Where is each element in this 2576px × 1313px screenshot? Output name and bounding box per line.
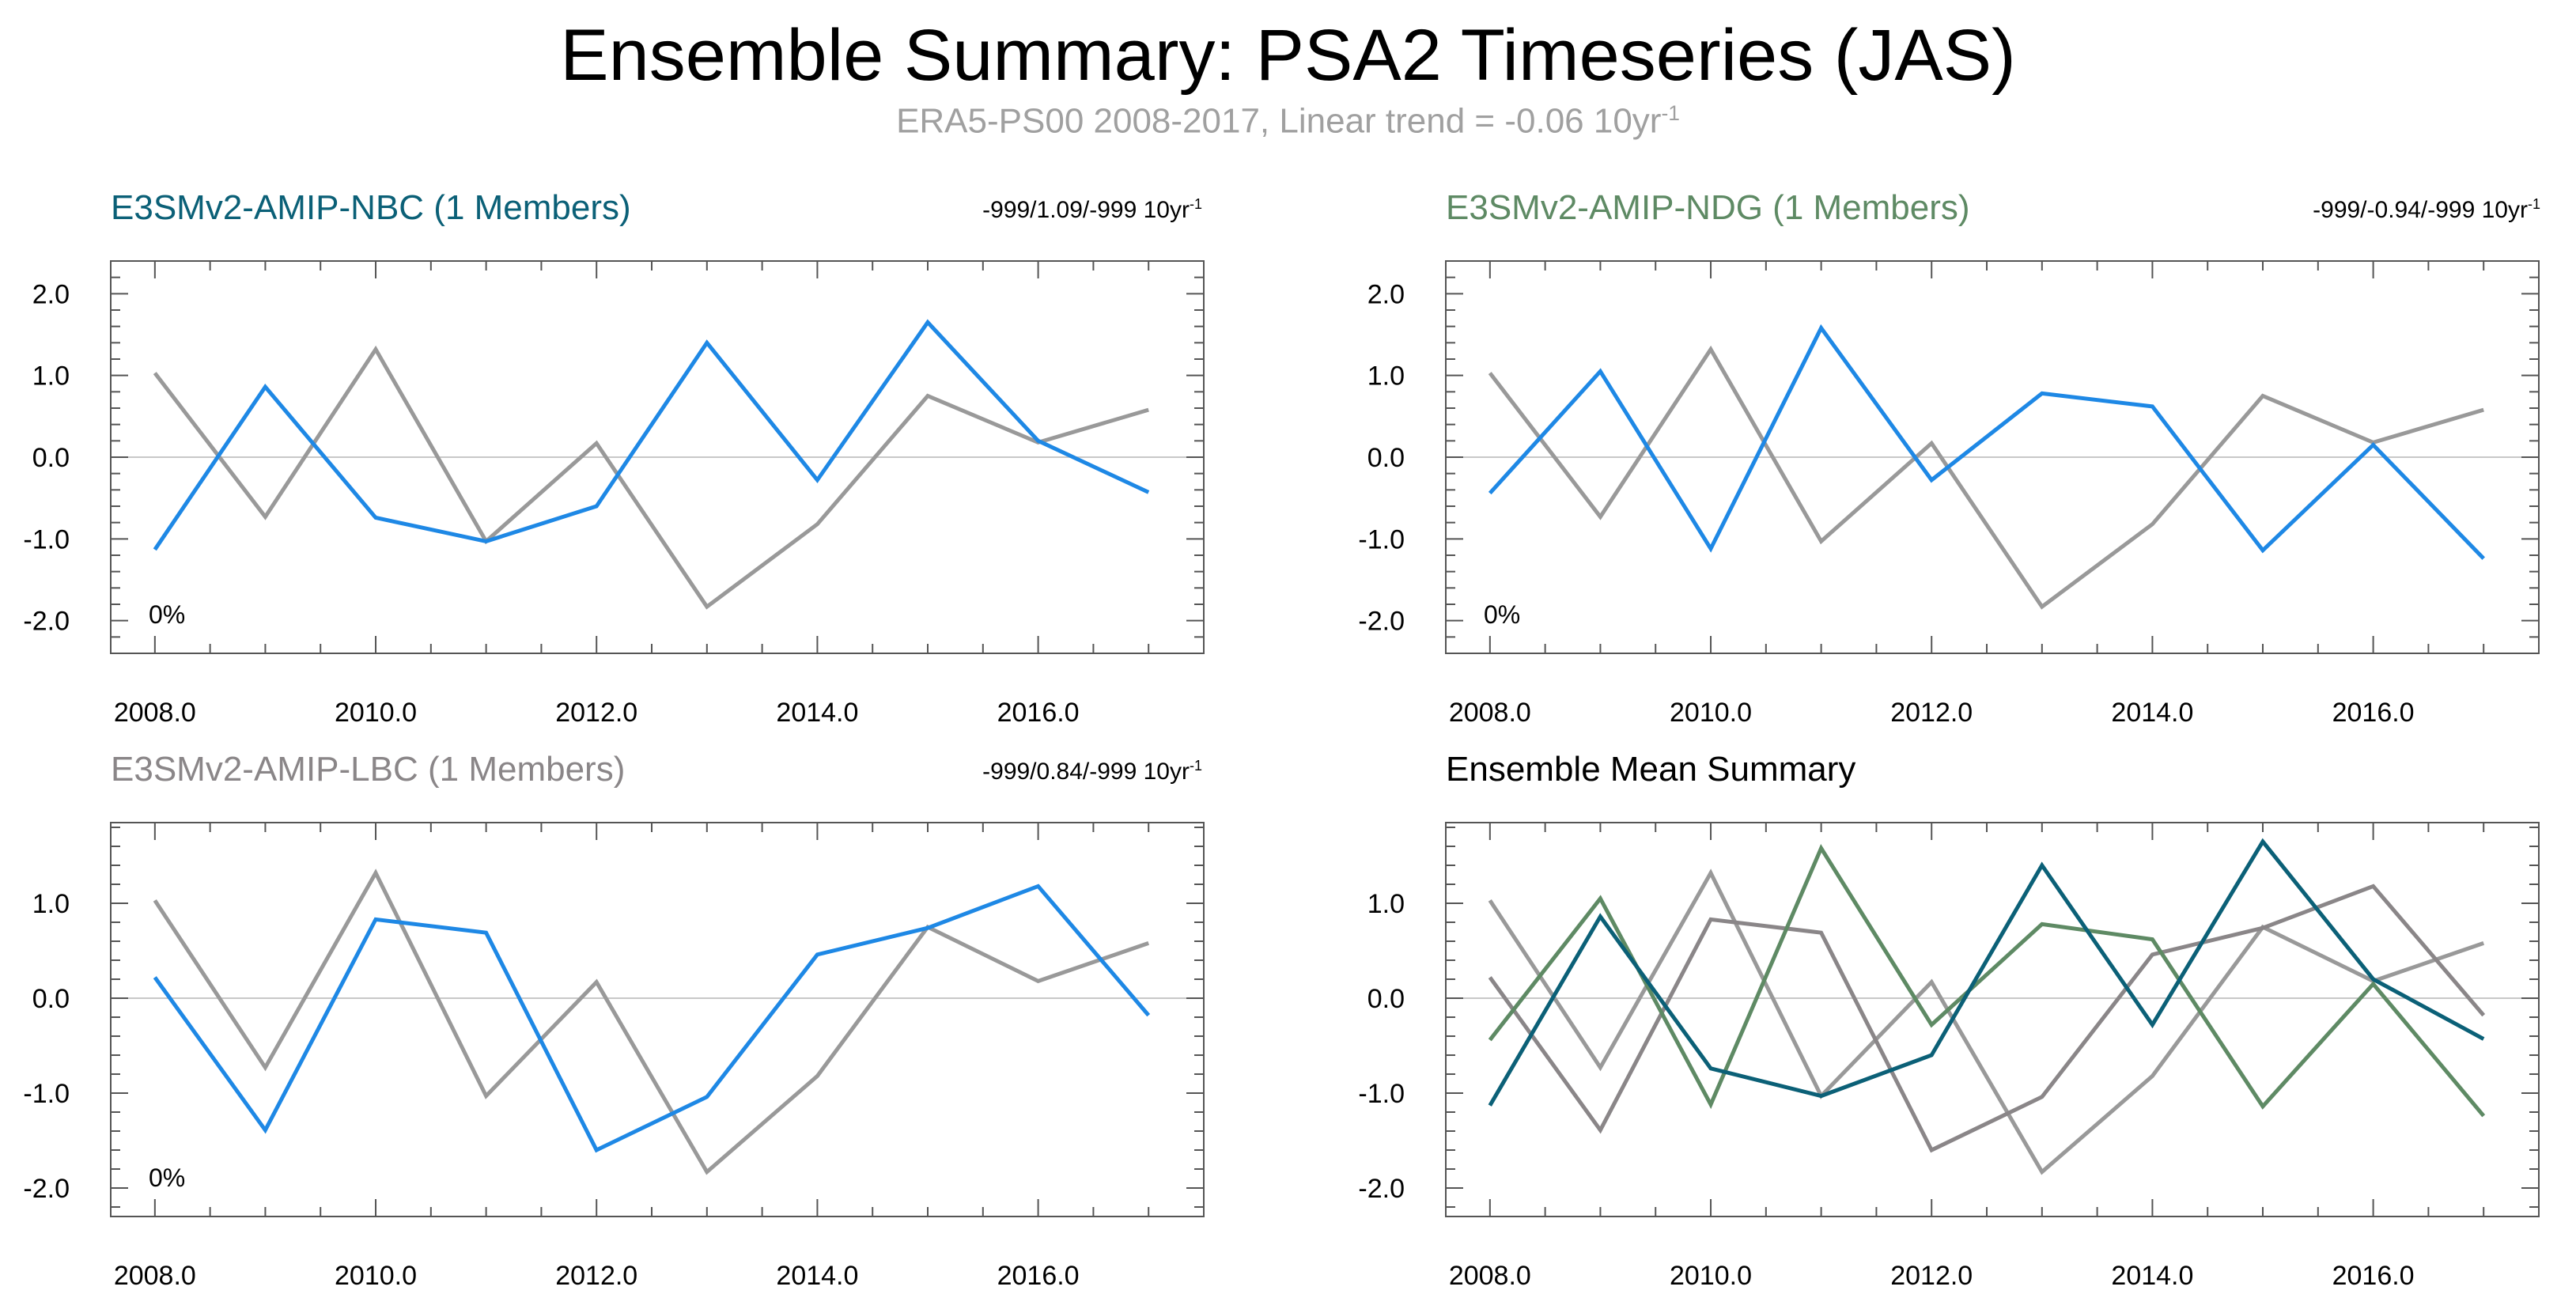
series-line-lbc-e3smv2-amip-lbc	[153, 884, 1151, 1153]
y-tick-label-nbc: -1.0	[23, 524, 70, 554]
panel-title-nbc: E3SMv2-AMIP-NBC (1 Members)	[111, 188, 631, 227]
x-tick-label-mean: 2014.0	[2111, 1261, 2193, 1291]
page-subtitle: ERA5-PS00 2008-2017, Linear trend = -0.0…	[0, 101, 2576, 142]
trend-text-nbc: -999/1.09/-999 10yr	[982, 197, 1190, 223]
x-tick-label-ndg: 2014.0	[2111, 698, 2193, 728]
percent-label-lbc: 0%	[149, 1164, 185, 1192]
x-tick-label-ndg: 2012.0	[1890, 698, 1973, 728]
y-tick-label-mean: -2.0	[1358, 1174, 1405, 1204]
x-tick-label-nbc: 2008.0	[114, 698, 196, 728]
x-tick-label-nbc: 2010.0	[335, 698, 417, 728]
x-tick-label-lbc: 2016.0	[997, 1261, 1080, 1291]
x-tick-label-nbc: 2012.0	[555, 698, 637, 728]
percent-label-ndg: 0%	[1484, 600, 1520, 629]
percent-label-nbc: 0%	[149, 600, 185, 629]
panel-title-lbc: E3SMv2-AMIP-LBC (1 Members)	[111, 750, 626, 789]
panel-title-mean: Ensemble Mean Summary	[1446, 750, 1856, 789]
y-tick-label-lbc: -2.0	[23, 1174, 70, 1204]
y-tick-label-mean: 0.0	[1367, 984, 1405, 1014]
series-line-ndg-e3smv2-amip-ndg	[1488, 324, 2485, 560]
series-line-nbc-era5-ps00	[153, 345, 1149, 610]
y-tick-label-ndg: -1.0	[1358, 524, 1405, 554]
y-tick-label-ndg: 0.0	[1367, 443, 1405, 473]
x-tick-label-nbc: 2016.0	[997, 698, 1080, 728]
series-line-mean-era5-ps00	[1488, 868, 2485, 1175]
y-tick-label-ndg: 2.0	[1367, 279, 1405, 309]
x-tick-label-mean: 2008.0	[1449, 1261, 1531, 1291]
subtitle-text: ERA5-PS00 2008-2017, Linear trend = -0.0…	[896, 101, 1662, 141]
subtitle-superscript: -1	[1661, 101, 1680, 125]
x-tick-label-ndg: 2016.0	[2332, 698, 2415, 728]
y-tick-label-lbc: 1.0	[32, 889, 70, 919]
trend-label-lbc: -999/0.84/-999 10yr-1	[728, 758, 1202, 785]
series-line-nbc-e3smv2-amip-nbc	[153, 319, 1150, 551]
trend-text-ndg: -999/-0.94/-999 10yr	[2313, 197, 2528, 223]
trend-sup-ndg: -1	[2527, 196, 2540, 212]
page-title: Ensemble Summary: PSA2 Timeseries (JAS)	[560, 15, 2016, 96]
y-tick-label-lbc: 0.0	[32, 984, 70, 1014]
x-tick-label-ndg: 2010.0	[1670, 698, 1752, 728]
x-tick-label-lbc: 2010.0	[335, 1261, 417, 1291]
y-tick-label-nbc: -2.0	[23, 607, 70, 637]
trend-text-lbc: -999/0.84/-999 10yr	[982, 759, 1190, 785]
y-tick-label-ndg: -2.0	[1358, 607, 1405, 637]
plot-frame-mean	[1445, 822, 2540, 1217]
series-line-mean-e3smv2-amip-lbc	[1488, 884, 2486, 1153]
x-tick-label-mean: 2010.0	[1670, 1261, 1752, 1291]
series-line-mean-e3smv2-amip-nbc	[1488, 838, 2485, 1107]
x-tick-label-lbc: 2012.0	[555, 1261, 637, 1291]
trend-sup-nbc: -1	[1189, 196, 1202, 212]
series-line-lbc-era5-ps00	[153, 868, 1150, 1175]
y-tick-label-nbc: 1.0	[32, 361, 70, 392]
x-tick-label-ndg: 2008.0	[1449, 698, 1531, 728]
y-tick-label-ndg: 1.0	[1367, 361, 1405, 392]
x-tick-label-mean: 2016.0	[2332, 1261, 2415, 1291]
plot-frame-lbc	[110, 822, 1205, 1217]
trend-sup-lbc: -1	[1189, 758, 1202, 774]
trend-label-nbc: -999/1.09/-999 10yr-1	[728, 196, 1202, 224]
y-tick-label-mean: -1.0	[1358, 1079, 1405, 1109]
series-line-ndg-era5-ps00	[1488, 345, 2484, 610]
x-tick-label-lbc: 2014.0	[776, 1261, 858, 1291]
x-tick-label-nbc: 2014.0	[776, 698, 858, 728]
panel-title-ndg: E3SMv2-AMIP-NDG (1 Members)	[1446, 188, 1970, 227]
y-tick-label-lbc: -1.0	[23, 1079, 70, 1109]
y-tick-label-nbc: 2.0	[32, 279, 70, 309]
trend-label-ndg: -999/-0.94/-999 10yr-1	[2066, 196, 2540, 224]
x-tick-label-mean: 2012.0	[1890, 1261, 1973, 1291]
x-tick-label-lbc: 2008.0	[114, 1261, 196, 1291]
y-tick-label-mean: 1.0	[1367, 889, 1405, 919]
y-tick-label-nbc: 0.0	[32, 443, 70, 473]
series-line-mean-e3smv2-amip-ndg	[1488, 844, 2486, 1118]
